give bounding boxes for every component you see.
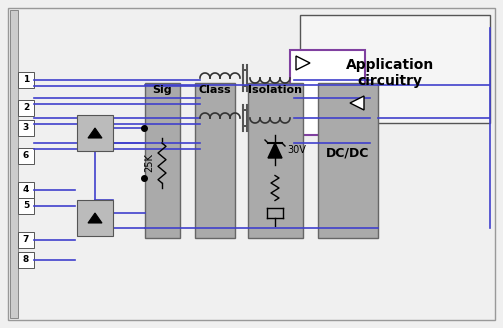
Bar [290,50,365,135]
Text: 5: 5 [23,201,29,211]
Bar [248,83,303,238]
Text: 2: 2 [23,104,29,113]
Bar [10,10,18,318]
Text: 3: 3 [23,124,29,133]
Bar [18,72,34,88]
Text: Application
circuitry: Application circuitry [346,58,434,88]
Text: Sig: Sig [152,85,172,95]
Text: 25K: 25K [144,154,154,173]
Bar [18,100,34,116]
Text: Class: Class [199,85,231,95]
Polygon shape [88,128,102,138]
Text: 6: 6 [23,152,29,160]
Bar [18,148,34,164]
Bar [77,115,113,151]
Text: 1: 1 [23,75,29,85]
Bar [145,83,180,238]
Text: 4: 4 [23,186,29,195]
Text: 7: 7 [23,236,29,244]
Polygon shape [88,213,102,223]
Bar [18,182,34,198]
Text: 30V: 30V [287,145,306,155]
Text: Isolation: Isolation [248,85,302,95]
Bar [18,252,34,268]
Bar [77,200,113,236]
Bar [18,120,34,136]
Polygon shape [268,143,282,158]
Bar [300,15,490,123]
Bar [18,232,34,248]
Bar [18,198,34,214]
Text: DC/DC: DC/DC [326,147,370,159]
Bar [318,83,378,238]
Text: 8: 8 [23,256,29,264]
Polygon shape [296,56,310,70]
Polygon shape [350,96,364,110]
Bar [195,83,235,238]
